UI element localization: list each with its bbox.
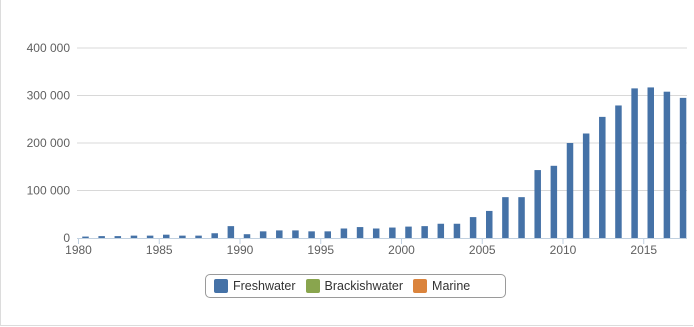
bar[interactable]	[146, 235, 154, 239]
bar[interactable]	[356, 227, 364, 238]
x-tick-label: 1995	[307, 243, 334, 257]
y-tick-label: 0	[63, 231, 70, 245]
bar[interactable]	[679, 97, 687, 239]
gridlines	[77, 47, 687, 191]
bar[interactable]	[663, 91, 671, 238]
x-tick-label: 2010	[550, 243, 577, 257]
bar[interactable]	[195, 235, 202, 239]
bar[interactable]	[114, 236, 122, 238]
y-tick-label: 100 000	[27, 184, 71, 198]
bar[interactable]	[259, 231, 267, 238]
bar[interactable]	[599, 116, 606, 238]
bar[interactable]	[631, 88, 638, 239]
legend-swatch-brackishwater	[305, 279, 320, 293]
bar[interactable]	[469, 217, 477, 238]
bar[interactable]	[308, 231, 315, 238]
x-tick-label: 1985	[146, 243, 173, 257]
y-tick-label: 200 000	[27, 136, 71, 150]
x-tick-label: 2000	[388, 243, 415, 257]
legend-item-marine[interactable]: Marine	[413, 279, 470, 293]
x-tick-label: 2015	[630, 243, 657, 257]
bar[interactable]	[518, 197, 525, 238]
y-tick-label: 400 000	[27, 41, 71, 55]
bar[interactable]	[437, 223, 445, 238]
bar[interactable]	[405, 226, 412, 238]
legend-swatch-freshwater	[214, 279, 228, 293]
legend-label-freshwater: Freshwater	[233, 279, 296, 293]
bar[interactable]	[647, 87, 655, 239]
bar[interactable]	[550, 165, 558, 238]
bar[interactable]	[227, 226, 235, 239]
y-axis-ticks: 0 100 000 200 000 300 000 400 000	[27, 41, 71, 245]
bar[interactable]	[243, 234, 251, 238]
bar[interactable]	[163, 234, 170, 238]
bar[interactable]	[615, 105, 622, 238]
bar[interactable]	[179, 235, 186, 239]
x-tick-label: 1980	[65, 243, 92, 257]
bar[interactable]	[324, 231, 332, 238]
x-tick-label: 2005	[469, 243, 496, 257]
bar[interactable]	[566, 143, 574, 238]
bar[interactable]	[453, 223, 461, 238]
bar[interactable]	[502, 197, 509, 238]
bar[interactable]	[292, 230, 299, 238]
bar[interactable]	[486, 210, 493, 238]
bar[interactable]	[82, 236, 89, 238]
legend: Freshwater Brackishwater Marine	[205, 274, 506, 298]
bar[interactable]	[98, 236, 105, 238]
bar[interactable]	[211, 233, 218, 238]
bars	[82, 87, 687, 239]
legend-swatch-marine	[413, 279, 428, 293]
x-tick-label: 1990	[227, 243, 254, 257]
bar[interactable]	[372, 228, 380, 239]
legend-item-brackishwater[interactable]: Brackishwater	[305, 279, 404, 293]
legend-label-brackishwater: Brackishwater	[324, 279, 404, 293]
bar[interactable]	[582, 133, 590, 239]
bar[interactable]	[534, 170, 541, 238]
y-tick-label: 300 000	[27, 89, 71, 103]
x-axis-ticks: 1980 1985 1990 1995 2000 2005 2010 2015	[65, 238, 657, 257]
bar[interactable]	[276, 230, 283, 238]
bar[interactable]	[130, 235, 138, 239]
legend-label-marine: Marine	[432, 279, 471, 293]
bar[interactable]	[421, 226, 428, 239]
bar[interactable]	[389, 227, 396, 238]
bar[interactable]	[340, 228, 348, 239]
legend-item-freshwater[interactable]: Freshwater	[214, 279, 296, 293]
